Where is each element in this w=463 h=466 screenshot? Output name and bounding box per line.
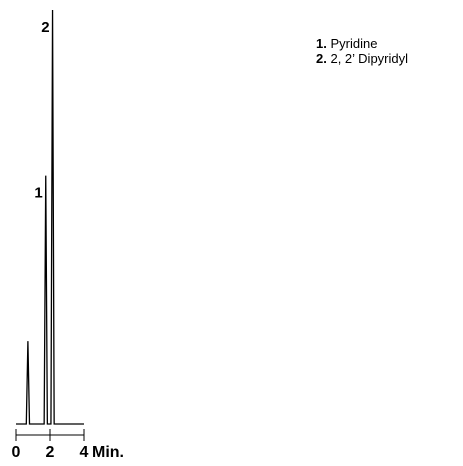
x-unit-label: Min. [92, 444, 124, 461]
x-tick-label: 2 [46, 444, 55, 461]
x-tick-label: 0 [12, 444, 21, 461]
legend-number: 2. [316, 51, 327, 66]
chromatogram-trace [16, 9, 84, 425]
legend-number: 1. [316, 36, 327, 51]
legend-label: Pyridine [330, 36, 378, 51]
peak-labels: 12 [34, 19, 49, 202]
legend-item-2: 2. 2, 2’ Dipyridyl [316, 51, 408, 66]
compound-legend: 1. Pyridine 2. 2, 2’ Dipyridyl [316, 36, 408, 66]
x-tick-label: 4 [80, 444, 89, 461]
legend-label: 2, 2’ Dipyridyl [330, 51, 409, 66]
peak-label-2: 2 [41, 19, 49, 36]
legend-item-1: 1. Pyridine [316, 36, 408, 51]
peak-label-1: 1 [34, 185, 42, 202]
x-ticks: 0 2 4 Min. [12, 429, 124, 461]
